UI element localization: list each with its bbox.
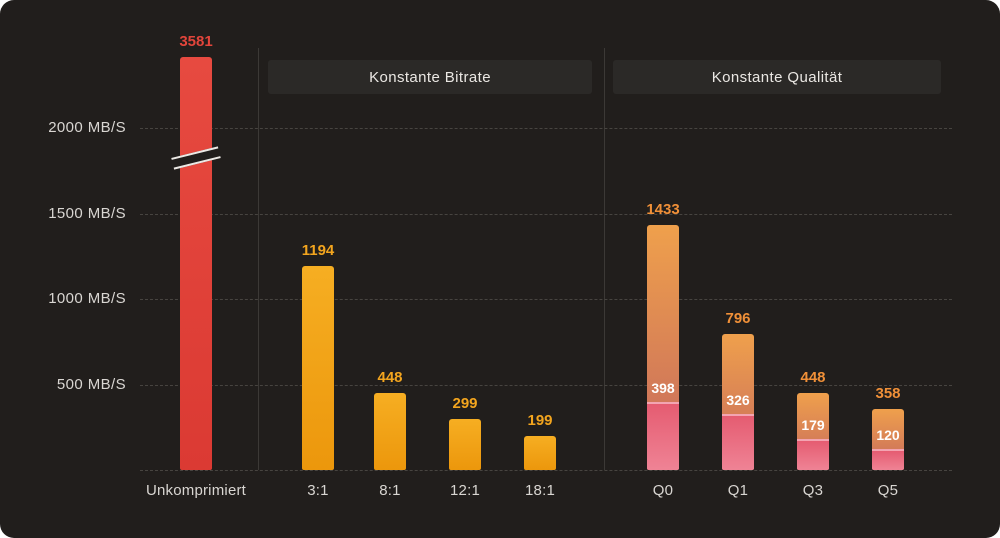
bar-3-1 bbox=[302, 266, 334, 470]
bar-value-label-q5: 358 bbox=[875, 385, 901, 402]
gridline bbox=[140, 299, 952, 300]
x-axis-baseline bbox=[140, 470, 952, 471]
bar-value-label-12-1: 299 bbox=[452, 395, 478, 412]
x-axis-label-18-1: 18:1 bbox=[525, 482, 555, 499]
x-axis-label-12-1: 12:1 bbox=[450, 482, 480, 499]
x-axis-label-q0: Q0 bbox=[652, 482, 674, 499]
x-axis-label-3-1: 3:1 bbox=[307, 482, 329, 499]
section-separator-left bbox=[258, 48, 259, 470]
bar-segment-label-q5: 120 bbox=[876, 427, 900, 443]
bar-value-label-8-1: 448 bbox=[377, 369, 403, 386]
bar-q5 bbox=[872, 409, 904, 470]
section-label-quality: Konstante Qualität bbox=[613, 60, 941, 94]
bar-q1 bbox=[722, 334, 754, 470]
x-axis-label-8-1: 8:1 bbox=[379, 482, 401, 499]
y-axis-label: 1000 MB/S bbox=[48, 290, 126, 307]
bar-18-1 bbox=[524, 436, 556, 470]
bar-value-label-q0: 1433 bbox=[646, 201, 680, 218]
bar-12-1 bbox=[449, 419, 481, 470]
bar-value-label-unkomprimiert: 3581 bbox=[179, 33, 213, 50]
bar-segment-q1 bbox=[722, 414, 754, 470]
section-label-quality-text: Konstante Qualität bbox=[711, 68, 843, 86]
bar-segment-label-q1: 326 bbox=[726, 392, 750, 408]
section-separator-right bbox=[604, 48, 605, 470]
y-axis-label: 2000 MB/S bbox=[48, 119, 126, 136]
bar-value-label-q3: 448 bbox=[800, 369, 826, 386]
x-axis-label-q5: Q5 bbox=[877, 482, 899, 499]
bar-q0 bbox=[647, 225, 679, 470]
bar-segment-q5 bbox=[872, 449, 904, 470]
y-axis-label: 1500 MB/S bbox=[48, 205, 126, 222]
bar-q3 bbox=[797, 393, 829, 470]
bar-segment-label-q0: 398 bbox=[651, 380, 675, 396]
bar-value-label-18-1: 199 bbox=[527, 412, 553, 429]
section-label-bitrate-text: Konstante Bitrate bbox=[369, 68, 491, 86]
gridline bbox=[140, 214, 952, 215]
bar-segment-q3 bbox=[797, 439, 829, 470]
bar-value-label-q1: 796 bbox=[725, 310, 751, 327]
x-axis-label-q1: Q1 bbox=[727, 482, 749, 499]
gridline bbox=[140, 128, 952, 129]
bar-8-1 bbox=[374, 393, 406, 470]
x-axis-label-unkomprimiert: Unkomprimiert bbox=[145, 482, 247, 499]
y-axis-label: 500 MB/S bbox=[56, 376, 126, 393]
bar-segment-q0 bbox=[647, 402, 679, 470]
x-axis-label-q3: Q3 bbox=[802, 482, 824, 499]
bar-unkomprimiert bbox=[180, 57, 212, 470]
gridline bbox=[140, 385, 952, 386]
bar-segment-label-q3: 179 bbox=[801, 417, 825, 433]
bar-value-label-3-1: 1194 bbox=[301, 242, 335, 259]
section-label-bitrate: Konstante Bitrate bbox=[268, 60, 592, 94]
